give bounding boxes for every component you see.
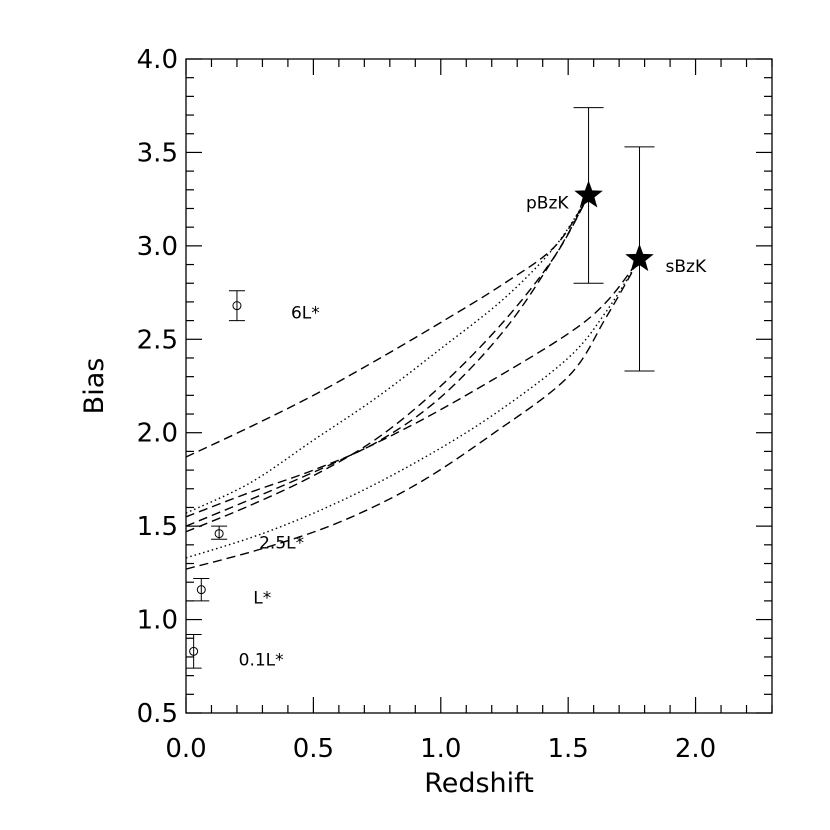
y-axis-title: Bias [79, 358, 110, 415]
x-tick-labels: 0.0 0.5 1.0 1.5 2.0 [165, 734, 716, 764]
x-tick-label: 1.5 [547, 734, 588, 764]
plot-frame [185, 58, 773, 714]
circle-marker [189, 646, 199, 656]
data-markers [189, 180, 654, 656]
axis-ticks [185, 58, 773, 714]
circle-marker [232, 301, 242, 311]
y-tick-label: 4.0 [137, 45, 178, 75]
dotted-model-curve [185, 195, 590, 514]
point-label: 0.1L* [239, 650, 284, 670]
x-tick-label: 2.0 [675, 734, 716, 764]
dashed-model-curve [185, 258, 641, 527]
model-curves [185, 195, 641, 570]
y-tick-label: 2.5 [137, 325, 178, 355]
point-annotations: 0.1L* L* 2.5L* 6L* pBzK sBzK [239, 193, 707, 670]
x-tick-label: 1.0 [420, 734, 461, 764]
dotted-model-curve [185, 258, 641, 559]
circle-marker [196, 585, 206, 595]
point-label: pBzK [526, 193, 569, 213]
dashed-model-curve [185, 195, 590, 533]
star-marker [625, 243, 654, 272]
y-tick-labels: 0.5 1.0 1.5 2.0 2.5 3.0 3.5 4.0 [137, 45, 178, 729]
y-tick-label: 0.5 [137, 699, 178, 729]
star-marker [574, 180, 603, 208]
dashed-model-curve [185, 195, 590, 458]
circle-marker [214, 529, 224, 539]
x-axis-title: Redshift [424, 768, 534, 799]
y-tick-label: 2.0 [137, 419, 178, 449]
y-tick-label: 3.0 [137, 232, 178, 262]
point-label: 6L* [291, 304, 320, 324]
x-tick-label: 0.0 [165, 734, 206, 764]
point-label: L* [253, 589, 271, 609]
y-tick-label: 1.5 [137, 512, 178, 542]
y-tick-label: 3.5 [137, 138, 178, 168]
x-tick-label: 0.5 [293, 734, 334, 764]
y-tick-label: 1.0 [137, 606, 178, 636]
point-label: 2.5L* [259, 534, 304, 554]
point-label: sBzK [666, 257, 707, 277]
dashed-model-curve [185, 258, 641, 570]
dashed-model-curve [185, 195, 590, 518]
